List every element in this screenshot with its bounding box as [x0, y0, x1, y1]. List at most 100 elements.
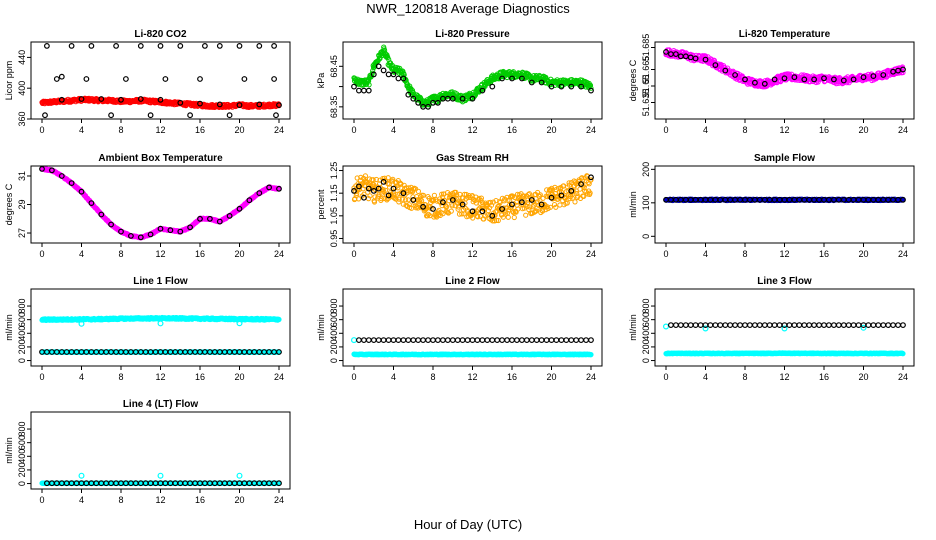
data-point [581, 193, 587, 199]
y-tick-label: 68.35 [329, 96, 339, 119]
average-point [108, 221, 114, 228]
y-tick-label: 1.25 [329, 162, 339, 180]
x-tick-label: 24 [274, 372, 284, 382]
average-point [449, 197, 456, 203]
average-point [201, 43, 208, 49]
y-tick-label: 400 [17, 81, 27, 96]
average-point [400, 190, 407, 197]
data-point [564, 200, 570, 206]
data-point [510, 69, 517, 75]
average-point [58, 96, 65, 103]
data-point [535, 202, 542, 208]
average-point [271, 43, 278, 49]
average-point [370, 187, 377, 194]
data-point [431, 192, 437, 198]
plot-frame [654, 165, 915, 244]
x-tick-label: 16 [195, 372, 205, 382]
average-point [568, 187, 575, 194]
x-tick-label: 16 [507, 249, 517, 259]
x-tick-label: 4 [79, 249, 84, 259]
x-tick-label: 4 [79, 125, 84, 135]
data-point [581, 184, 587, 191]
average-point [365, 87, 372, 94]
x-tick-label: 24 [586, 125, 596, 135]
data-point [511, 214, 517, 221]
data-point [362, 173, 368, 179]
data-point [482, 213, 488, 219]
x-tick-label: 12 [467, 249, 477, 259]
y-tick-label: 400 [17, 326, 27, 341]
data-point [553, 204, 559, 210]
data-point [449, 203, 455, 209]
average-point [216, 43, 223, 49]
average-point [206, 215, 213, 222]
average-point [361, 194, 367, 201]
average-point [53, 76, 60, 82]
x-tick-label: 16 [195, 125, 205, 135]
y-tick-label: 360 [17, 111, 27, 126]
plot-area [663, 196, 906, 204]
figure-title: NWR_120818 Average Diagnostics [366, 1, 570, 16]
data-point [523, 212, 529, 218]
average-point [49, 167, 55, 174]
average-point [840, 77, 847, 84]
data-point [551, 202, 558, 208]
average-point [390, 185, 397, 192]
average-point [890, 68, 896, 75]
average-point [108, 112, 114, 119]
data-point [403, 202, 409, 208]
average-point [870, 73, 877, 79]
data-point [579, 175, 585, 181]
data-point [454, 192, 460, 198]
x-tick-label: 24 [898, 125, 908, 135]
x-tick-label: 12 [779, 125, 789, 135]
average-point [821, 75, 827, 82]
data-point [396, 196, 402, 202]
plot-area [39, 314, 282, 355]
average-point [395, 75, 402, 82]
data-point [537, 192, 543, 198]
data-point [455, 206, 461, 212]
x-tick-label: 24 [898, 249, 908, 259]
x-tick-label: 8 [742, 249, 747, 259]
data-point [566, 180, 572, 186]
average-point [732, 72, 738, 78]
data-point [470, 215, 476, 221]
y-tick-label: 1.15 [329, 184, 339, 202]
average-point [850, 76, 857, 83]
x-tick-label: 0 [351, 249, 356, 259]
data-point [499, 212, 505, 218]
y-axis-label: Licor ppm [4, 61, 14, 101]
average-point [469, 95, 476, 102]
y-axis-label: kPa [316, 73, 326, 89]
average-point [415, 99, 422, 106]
average-point [469, 208, 476, 215]
average-point [489, 83, 496, 90]
plot-area [39, 166, 282, 241]
average-point [588, 87, 594, 94]
data-point [485, 208, 491, 214]
average-point [162, 76, 169, 82]
average-point [831, 76, 837, 83]
data-point [439, 191, 445, 197]
x-tick-label: 12 [155, 372, 165, 382]
plot-area [351, 337, 594, 358]
average-point [88, 200, 95, 207]
average-point [236, 205, 243, 212]
average-point [538, 201, 545, 208]
average-point [236, 43, 243, 49]
x-tick-label: 8 [118, 372, 123, 382]
average-point [663, 49, 669, 55]
average-point [499, 75, 506, 82]
average-point [197, 215, 203, 222]
x-tick-label: 4 [391, 249, 396, 259]
x-tick-label: 8 [742, 125, 747, 135]
average-point [137, 96, 144, 102]
average-point [216, 101, 223, 108]
average-point [157, 225, 164, 232]
average-point [548, 194, 555, 201]
